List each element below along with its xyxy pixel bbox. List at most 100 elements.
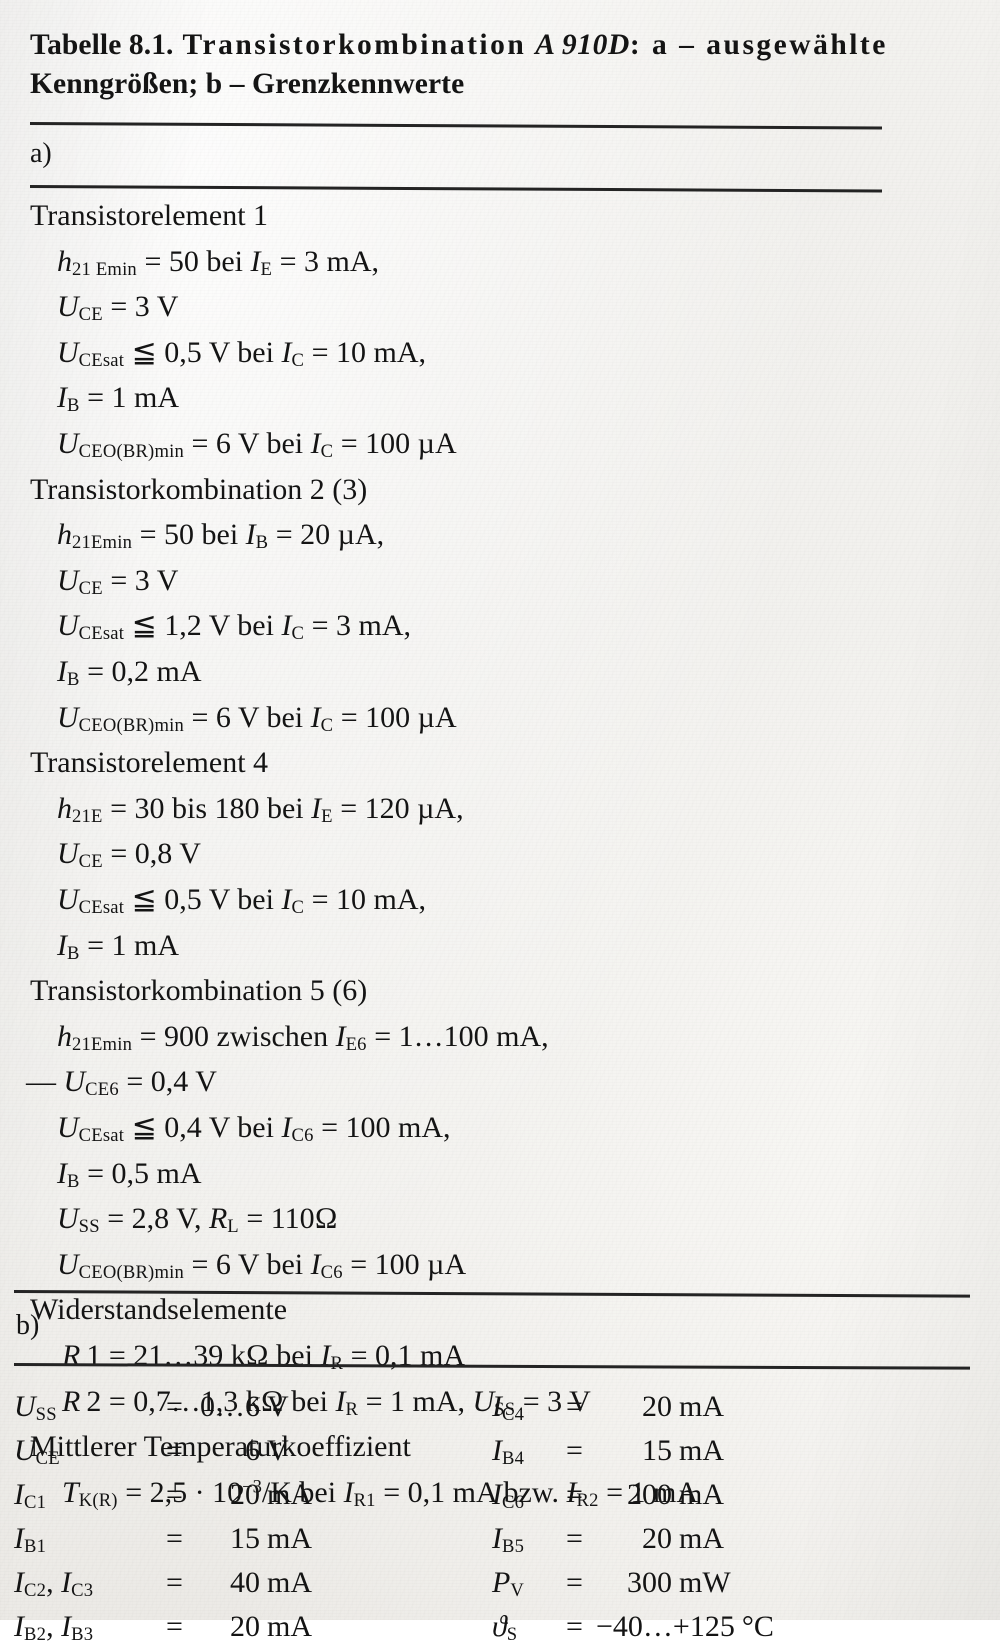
parameter-line: UCEO(BR)min = 6 V bei IC6 = 100 µA: [57, 1247, 467, 1283]
parameter-line: IB = 0,5 mA: [57, 1156, 202, 1192]
group-heading: Transistorkombination 2 (3): [30, 472, 368, 506]
equals-sign: =: [166, 1522, 183, 1555]
limit-symbol: IB1: [14, 1522, 47, 1558]
limit-value-row: PV = 300 mW: [492, 1561, 774, 1605]
limit-value-row: IC4 = 20 mA: [492, 1385, 774, 1429]
parameter-line: UCEsat ≦ 1,2 V bei IC = 3 mA,: [57, 609, 411, 645]
equals-sign: =: [566, 1566, 583, 1599]
limit-symbol: PV: [492, 1566, 524, 1602]
parameter-line: TK(R) = 2,5 · 10−3/K bei IR1 = 0,1 mA bz…: [62, 1475, 699, 1511]
limit-value: 20: [642, 1522, 672, 1555]
group-heading: Transistorelement 4: [30, 746, 269, 780]
equals-sign: =: [566, 1522, 583, 1555]
limit-value-row: IB4 = 15 mA: [492, 1429, 774, 1473]
equals-sign: =: [566, 1434, 583, 1467]
caption-subject: Transistorkombination: [182, 29, 527, 61]
parameter-line: h21E = 30 bis 180 bei IE = 120 µA,: [57, 791, 464, 827]
limit-unit: mA: [267, 1566, 312, 1599]
parameter-line: UCEO(BR)min = 6 V bei IC = 100 µA: [57, 427, 457, 463]
section-a-label: a): [30, 138, 52, 169]
limit-unit: V: [267, 1434, 289, 1467]
limit-symbol: UCE: [14, 1434, 60, 1470]
limit-unit: mW: [679, 1566, 731, 1599]
equals-sign: =: [166, 1390, 183, 1423]
parameter-line: UCE = 0,8 V: [57, 837, 201, 873]
equals-sign: =: [166, 1434, 183, 1467]
equals-sign: =: [166, 1566, 183, 1599]
limit-value-row: IC6 = 200 mA: [492, 1473, 774, 1517]
limit-symbol: ϑS: [492, 1610, 518, 1646]
limit-symbol: IB5: [492, 1522, 525, 1558]
equals-sign: =: [166, 1478, 183, 1511]
group-heading: Transistorkombination 5 (6): [30, 974, 368, 1008]
parameter-line: h21Emin = 900 zwischen IE6 = 1…100 mA,: [57, 1019, 549, 1055]
limit-unit: V: [267, 1390, 289, 1423]
limit-value: 300: [627, 1566, 672, 1599]
parameter-line: UCEsat ≦ 0,5 V bei IC = 10 mA,: [57, 335, 426, 371]
equals-sign: =: [566, 1390, 583, 1423]
limit-symbol: IC2, IC3: [14, 1566, 94, 1602]
limit-value-row: IC2, IC3 = 40 mA: [14, 1561, 312, 1605]
limit-symbol: IC6: [492, 1478, 525, 1514]
caption-part-a-text: : a – ausgewählte: [629, 29, 888, 61]
caption-type-designation: A 910D: [535, 29, 630, 61]
part-b-right-column: IC4 = 20 mA IB4 = 15 mA IC6 = 200 mA IB5 = 20 mA PV = 300 m…: [492, 1385, 774, 1649]
limit-symbol: IC1: [14, 1478, 47, 1514]
caption-line-1: Tabelle 8.1. Transistorkombination A 910D:…: [30, 29, 888, 61]
parameter-line: UCE = 3 V: [57, 290, 179, 326]
limit-unit: mA: [679, 1522, 724, 1555]
parameter-line: USS = 2,8 V, RL = 110Ω: [57, 1202, 338, 1238]
limit-value: 15: [230, 1522, 260, 1555]
limit-value: 20: [230, 1610, 260, 1643]
limit-value: 200: [627, 1478, 672, 1511]
limit-value: 20: [642, 1390, 672, 1423]
caption-label: Tabelle 8.1.: [30, 29, 174, 61]
caption-line-2: Kenngrößen; b – Grenzkennwerte: [30, 68, 465, 100]
limit-value: 40: [230, 1566, 260, 1599]
limit-value-row: IB1 = 15 mA: [14, 1517, 312, 1561]
limit-value: −40…+125: [596, 1610, 735, 1643]
group-heading: Transistorelement 1: [30, 199, 269, 232]
limit-value: 0…6: [200, 1390, 260, 1423]
limit-unit: mA: [267, 1610, 312, 1643]
parameter-line: — UCE6 = 0,4 V: [26, 1065, 217, 1101]
parameter-line: h21Emin = 50 bei IB = 20 µA,: [57, 518, 385, 554]
parameter-line: UCEO(BR)min = 6 V bei IC = 100 µA: [57, 700, 457, 736]
limit-value-row: IB2, IB3 = 20 mA: [14, 1605, 312, 1649]
parameter-line: h21 Emin = 50 bei IE = 3 mA,: [57, 244, 379, 280]
limit-symbol: IC4: [492, 1390, 525, 1426]
limit-unit: mA: [679, 1434, 724, 1467]
limit-unit: mA: [679, 1390, 724, 1423]
equals-sign: =: [166, 1610, 183, 1643]
table-caption: Tabelle 8.1. Transistorkombination A 910D:…: [30, 26, 940, 104]
limit-symbol: USS: [14, 1390, 57, 1426]
limit-value: 20: [230, 1478, 260, 1511]
limit-unit: °C: [741, 1610, 774, 1643]
limit-value-row: IB5 = 20 mA: [492, 1517, 774, 1561]
limit-unit: mA: [267, 1478, 312, 1511]
limit-value-row: IC1 = 20 mA: [14, 1473, 312, 1517]
limit-unit: mA: [267, 1522, 312, 1555]
limit-value-row: ϑS = −40…+125 °C: [492, 1605, 774, 1649]
parameter-line: UCEsat ≦ 0,4 V bei IC6 = 100 mA,: [57, 1111, 451, 1147]
limit-symbol: IB4: [492, 1434, 525, 1470]
rule-under-a-label: [29, 185, 882, 193]
equals-sign: =: [566, 1610, 583, 1643]
limit-value-row: UCE = 6 V: [14, 1429, 312, 1473]
parameter-line: UCEsat ≦ 0,5 V bei IC = 10 mA,: [57, 883, 426, 919]
parameter-line: IB = 1 mA: [57, 381, 180, 417]
part-b-left-column: USS = 0…6 V UCE = 6 V IC1 = 20 mA IB1 = 15 mA IC2, IC3 = 4…: [14, 1385, 312, 1649]
section-b-label: b): [16, 1310, 40, 1341]
parameter-line: IB = 1 mA: [57, 928, 180, 964]
parameter-line: IB = 0,2 mA: [57, 655, 202, 691]
parameter-line: UCE = 3 V: [57, 563, 179, 599]
limit-value-row: USS = 0…6 V: [14, 1385, 312, 1429]
rule-top-a: [29, 122, 882, 130]
limit-unit: mA: [679, 1478, 724, 1511]
limit-value: 15: [642, 1434, 672, 1467]
group-heading: Mittlerer Temperaturkoeffizient: [30, 1430, 411, 1464]
equals-sign: =: [566, 1478, 583, 1511]
limit-symbol: IB2, IB3: [14, 1610, 94, 1646]
group-heading: Widerstandselemente: [30, 1293, 288, 1327]
